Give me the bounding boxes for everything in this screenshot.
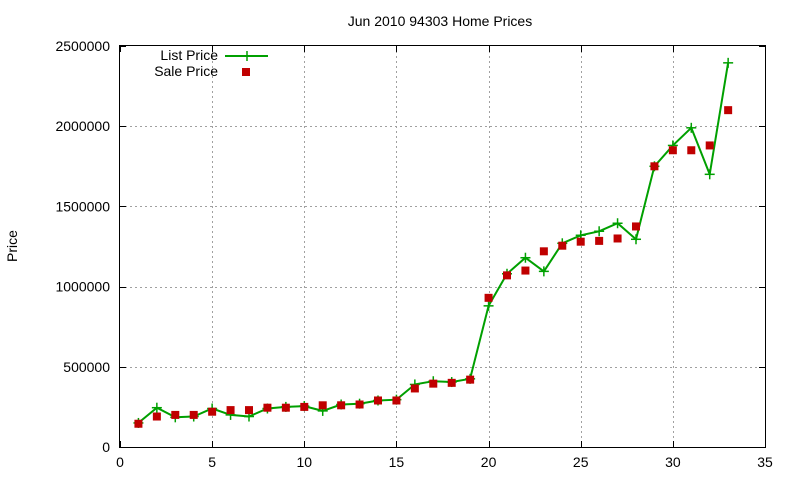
sale-price-point xyxy=(613,234,622,243)
y-axis-label: Price xyxy=(4,230,20,262)
sale-price-point xyxy=(392,396,401,405)
sale-price-point xyxy=(558,241,567,250)
sale-price-point xyxy=(208,407,217,416)
sale-price-point xyxy=(355,400,364,409)
list-price-line xyxy=(137,62,730,424)
chart-title: Jun 2010 94303 Home Prices xyxy=(348,13,532,29)
sale-price-point xyxy=(226,406,235,415)
grid-lines xyxy=(120,46,765,447)
sale-price-point xyxy=(318,401,327,410)
x-tick-label: 35 xyxy=(757,454,773,470)
y-tick-label: 0 xyxy=(102,439,110,455)
sale-price-point xyxy=(374,396,382,405)
x-tick-label: 10 xyxy=(296,454,312,470)
sale-price-point xyxy=(724,106,733,115)
y-tick-label: 1000000 xyxy=(55,279,110,295)
x-tick-label: 20 xyxy=(481,454,497,470)
legend-label-sale-price: Sale Price xyxy=(154,63,218,79)
x-tick-label: 30 xyxy=(665,454,681,470)
sale-price-point xyxy=(152,412,161,421)
sale-price-point xyxy=(171,410,180,419)
list-price-point xyxy=(151,402,162,413)
sale-price-point xyxy=(410,384,419,393)
x-tick-label: 0 xyxy=(116,454,124,470)
y-tick-label: 2000000 xyxy=(55,118,110,134)
sale-price-point xyxy=(687,146,696,155)
legend-marker-sale-price xyxy=(242,68,250,76)
sale-price-point xyxy=(521,266,530,275)
sale-price-point xyxy=(189,410,198,419)
sale-price-point xyxy=(245,406,253,415)
x-tick-label: 5 xyxy=(208,454,216,470)
sale-price-point xyxy=(263,403,272,412)
legend-marker-list-price xyxy=(242,51,252,61)
sale-price-point xyxy=(539,247,548,256)
list-price-point xyxy=(483,300,494,311)
list-price-point xyxy=(686,122,697,133)
sale-price-point xyxy=(632,222,640,231)
list-price-point xyxy=(594,226,605,237)
list-price-point xyxy=(520,252,531,263)
y-tick-label: 2500000 xyxy=(55,38,110,54)
sale-price-point xyxy=(503,271,511,280)
list-price-point xyxy=(723,57,734,68)
legend-label-list-price: List Price xyxy=(160,47,218,63)
sale-price-point xyxy=(576,237,585,246)
sale-price-point xyxy=(281,403,290,412)
axis-ticks: 0 5 10 15 20 25 30 35 0 500000 1000000 1500000 20000… xyxy=(55,38,773,470)
sale-price-point xyxy=(595,236,604,245)
sale-price-point xyxy=(650,162,659,171)
plot-frame xyxy=(119,45,766,448)
y-tick-label: 500000 xyxy=(63,359,110,375)
list-price-point xyxy=(538,266,549,277)
list-price-point xyxy=(704,169,715,180)
list-price-point xyxy=(631,234,641,245)
sale-price-point xyxy=(134,419,143,428)
sale-price-point xyxy=(484,293,493,302)
sale-price-point xyxy=(337,401,346,410)
x-tick-label: 15 xyxy=(389,454,405,470)
sale-price-point xyxy=(447,378,456,387)
sale-price-point xyxy=(705,141,714,150)
sale-price-point xyxy=(429,379,438,388)
y-tick-label: 1500000 xyxy=(55,198,110,214)
sale-price-point xyxy=(668,146,677,155)
sale-price-point xyxy=(466,375,475,384)
sale-price-point xyxy=(300,402,309,411)
x-tick-label: 25 xyxy=(573,454,589,470)
legend: List Price Sale Price xyxy=(154,47,268,79)
list-price-point xyxy=(612,218,623,229)
plot-series xyxy=(133,57,734,428)
